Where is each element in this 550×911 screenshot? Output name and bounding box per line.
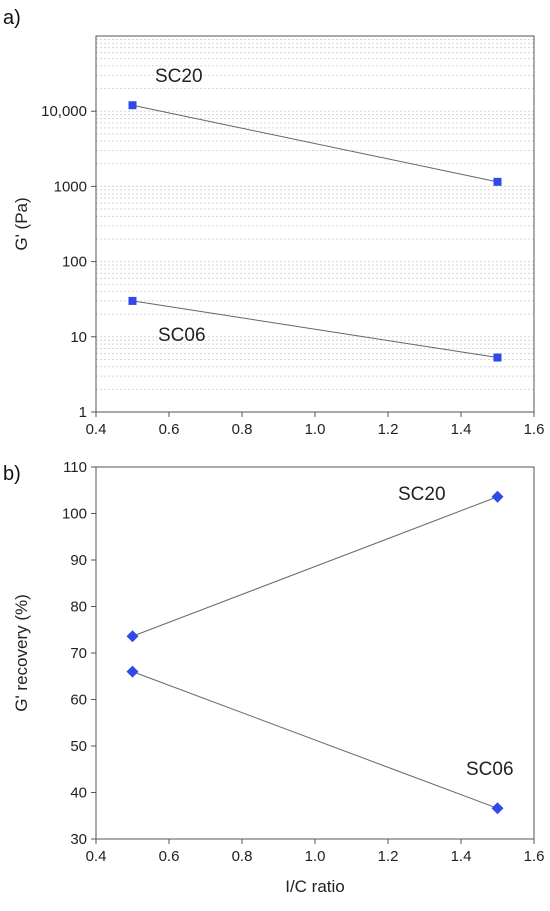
panel-b-y-axis-label: G' recovery (%) <box>12 594 31 712</box>
panel-b-lines <box>132 496 498 809</box>
panel-b-y-tick-label: 50 <box>70 738 87 755</box>
panel-a-y-ticks: 1 10 100 1000 10,000 <box>41 103 96 421</box>
panel-a-grid <box>96 38 534 413</box>
panel-a-markers <box>128 101 502 362</box>
panel-b-plot-frame <box>95 466 535 840</box>
panel-a-y-tick-label: 10 <box>70 329 87 346</box>
panel-a-x-tick-label: 1.0 <box>305 421 326 438</box>
panel-b: b) 0.4 0.6 0.8 1.0 1.2 1.4 1.6 30 40 50 60 70 80 90 1… <box>3 459 544 896</box>
panel-a-x-tick-label: 0.6 <box>159 421 180 438</box>
panel-a-x-tick-label: 1.6 <box>524 421 545 438</box>
panel-b-x-tick-label: 1.2 <box>378 848 399 865</box>
panel-b-series-line-sc20 <box>132 496 498 637</box>
panel-b-x-tick-label: 1.4 <box>451 848 472 865</box>
panel-b-data-point-sc20 <box>491 490 504 503</box>
panel-b-y-tick-label: 30 <box>70 831 87 848</box>
panel-a-y-tick-label: 1000 <box>54 178 87 195</box>
panel-a-data-point-sc06 <box>493 353 502 362</box>
panel-a-data-point-sc06 <box>128 296 137 305</box>
panel-b-x-tick-label: 1.0 <box>305 848 326 865</box>
panel-a-y-tick-label: 1 <box>79 404 87 421</box>
panel-a-x-tick-label: 0.4 <box>86 421 107 438</box>
panel-b-x-axis-label: I/C ratio <box>285 877 345 896</box>
panel-a-data-point-sc20 <box>493 177 502 186</box>
panel-a-x-tick-label: 1.4 <box>451 421 472 438</box>
panel-b-markers <box>126 490 504 815</box>
panel-b-y-tick-label: 100 <box>62 506 87 523</box>
panel-b-y-tick-label: 110 <box>63 459 87 476</box>
panel-b-x-tick-label: 1.6 <box>524 848 545 865</box>
panel-b-series-line-sc06 <box>132 671 498 809</box>
panel-a-series-line-sc06 <box>132 300 498 359</box>
panel-a-x-ticks: 0.4 0.6 0.8 1.0 1.2 1.4 1.6 <box>86 412 545 438</box>
panel-a-label: a) <box>3 7 21 29</box>
panel-a-lines <box>132 104 498 359</box>
panel-b-y-ticks: 30 40 50 60 70 80 90 100 110 <box>62 459 96 848</box>
panel-a-series-line-sc20 <box>132 104 498 183</box>
panel-b-data-point-sc20 <box>126 630 139 643</box>
panel-a: a) 0.4 0.6 0.8 1.0 1.2 1.4 1.6 1 10 100 1000 10,00… <box>3 7 544 438</box>
panel-a-series-label-sc06: SC06 <box>158 325 206 346</box>
panel-b-series-label-sc20: SC20 <box>398 484 446 505</box>
panel-b-series-label-sc06: SC06 <box>466 759 514 780</box>
panel-a-data-point-sc20 <box>128 101 137 110</box>
panel-b-data-point-sc06 <box>491 802 504 815</box>
panel-a-x-tick-label: 0.8 <box>232 421 253 438</box>
panel-a-y-tick-label: 100 <box>62 254 87 271</box>
panel-a-series-label-sc20: SC20 <box>155 66 203 87</box>
panel-b-x-tick-label: 0.8 <box>232 848 253 865</box>
panel-b-label: b) <box>3 463 21 485</box>
panel-b-data-point-sc06 <box>126 665 139 678</box>
panel-a-plot-frame <box>95 35 535 413</box>
panel-a-y-axis-label: G' (Pa) <box>12 197 31 250</box>
panel-b-x-ticks: 0.4 0.6 0.8 1.0 1.2 1.4 1.6 <box>86 839 545 865</box>
panel-b-x-tick-label: 0.6 <box>159 848 180 865</box>
panel-b-y-tick-label: 40 <box>70 785 87 802</box>
panel-a-y-tick-label: 10,000 <box>41 103 87 120</box>
panel-b-y-tick-label: 60 <box>70 692 87 709</box>
panel-a-x-tick-label: 1.2 <box>378 421 399 438</box>
panel-b-y-tick-label: 70 <box>70 645 87 662</box>
panel-b-y-tick-label: 90 <box>70 552 87 569</box>
panel-b-y-tick-label: 80 <box>70 599 87 616</box>
panel-b-x-tick-label: 0.4 <box>86 848 107 865</box>
